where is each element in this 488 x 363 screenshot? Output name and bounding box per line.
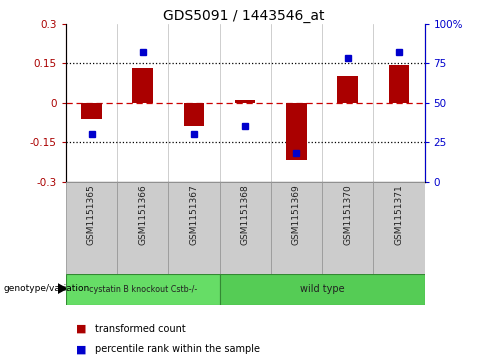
Text: GSM1151369: GSM1151369 [292, 184, 301, 245]
Bar [117, 182, 168, 274]
Bar [286, 102, 307, 160]
Text: GSM1151366: GSM1151366 [138, 184, 147, 245]
Bar [81, 102, 102, 119]
Bar [271, 182, 322, 274]
Text: GSM1151368: GSM1151368 [241, 184, 250, 245]
Bar [235, 101, 256, 102]
Polygon shape [58, 284, 66, 293]
Bar [338, 76, 358, 102]
Text: genotype/variation: genotype/variation [4, 284, 90, 293]
Text: GDS5091 / 1443546_at: GDS5091 / 1443546_at [163, 9, 325, 23]
Bar [184, 102, 204, 126]
Text: GSM1151370: GSM1151370 [343, 184, 352, 245]
Bar [220, 274, 425, 305]
Bar [133, 68, 153, 102]
Text: GSM1151367: GSM1151367 [189, 184, 199, 245]
Text: ■: ■ [76, 344, 86, 354]
Bar [66, 274, 220, 305]
Text: cystatin B knockout Cstb-/-: cystatin B knockout Cstb-/- [89, 285, 197, 294]
Bar [373, 182, 425, 274]
Bar [322, 182, 373, 274]
Text: ■: ■ [76, 323, 86, 334]
Bar [66, 182, 117, 274]
Bar [220, 182, 271, 274]
Bar [389, 65, 409, 102]
Text: percentile rank within the sample: percentile rank within the sample [95, 344, 260, 354]
Text: transformed count: transformed count [95, 323, 186, 334]
Text: GSM1151365: GSM1151365 [87, 184, 96, 245]
Bar [168, 182, 220, 274]
Text: wild type: wild type [300, 285, 345, 294]
Text: GSM1151371: GSM1151371 [394, 184, 404, 245]
